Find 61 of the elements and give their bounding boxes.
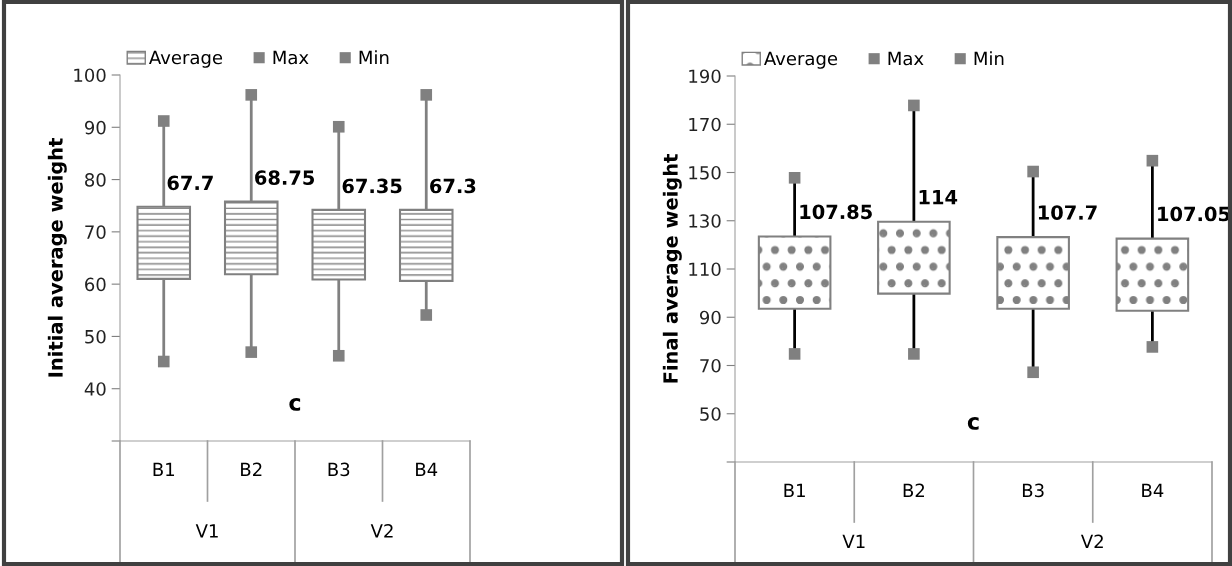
y-tick-label: 90 bbox=[699, 310, 721, 325]
y-tick-label: 70 bbox=[700, 358, 721, 373]
y-tick-label: 80 bbox=[85, 173, 106, 187]
point bbox=[1146, 341, 1159, 353]
text: 107.7 bbox=[1038, 205, 1097, 220]
point bbox=[332, 349, 345, 362]
y-tick-label: 110 bbox=[689, 262, 721, 277]
x-tick-label: B4 bbox=[416, 462, 438, 476]
annotation: c bbox=[967, 417, 979, 430]
point bbox=[245, 89, 258, 101]
text: 67.3 bbox=[430, 178, 476, 194]
text: V1 bbox=[842, 534, 865, 548]
point bbox=[1146, 154, 1159, 167]
legend-label: Average bbox=[149, 50, 223, 68]
text: V1 bbox=[195, 524, 218, 538]
y-tick-label: 70 bbox=[85, 225, 106, 239]
point bbox=[1027, 165, 1039, 178]
legend-label: Min bbox=[359, 50, 389, 65]
point bbox=[908, 99, 920, 112]
point bbox=[788, 172, 801, 184]
x-tick-label: B3 bbox=[328, 462, 350, 477]
legend-label: Max bbox=[888, 51, 924, 66]
legend-label: Min bbox=[974, 51, 1004, 66]
y-tick-label: 60 bbox=[85, 277, 106, 292]
point bbox=[420, 89, 433, 101]
y-tick-label: 190 bbox=[689, 69, 721, 84]
x-tick-label: B4 bbox=[1142, 483, 1164, 497]
text: 68.75 bbox=[255, 170, 315, 185]
point bbox=[788, 348, 801, 360]
text: 107.85 bbox=[800, 204, 872, 220]
annotation: c bbox=[289, 398, 301, 411]
y-tick-label: 100 bbox=[74, 68, 106, 83]
legend-label: Average bbox=[764, 51, 838, 69]
y-tick-label: 130 bbox=[689, 214, 721, 228]
legend-label: Max bbox=[273, 50, 309, 65]
x-tick-label: B2 bbox=[903, 483, 924, 497]
point bbox=[420, 309, 433, 321]
y-tick-label: 50 bbox=[85, 329, 106, 344]
text: 67.7 bbox=[167, 175, 213, 191]
point bbox=[245, 346, 258, 358]
y-axis-title: Initial average weight bbox=[47, 138, 67, 377]
text: V2 bbox=[1080, 534, 1103, 548]
point bbox=[1027, 366, 1039, 379]
text: 67.35 bbox=[342, 178, 402, 194]
y-axis-title: Final average weight bbox=[662, 154, 682, 383]
point bbox=[157, 355, 170, 368]
x-tick-label: B1 bbox=[153, 462, 175, 476]
y-tick-label: 90 bbox=[84, 120, 106, 135]
y-tick-label: 150 bbox=[689, 165, 721, 180]
text: 107.05 bbox=[1158, 206, 1230, 222]
point bbox=[157, 115, 170, 127]
y-tick-label: 40 bbox=[84, 382, 106, 396]
text: 114 bbox=[919, 189, 958, 205]
point bbox=[908, 348, 920, 360]
y-tick-label: 50 bbox=[700, 407, 721, 421]
point bbox=[332, 120, 345, 133]
x-tick-label: B2 bbox=[241, 462, 262, 476]
text: V2 bbox=[370, 524, 393, 538]
x-tick-label: B3 bbox=[1022, 483, 1044, 498]
x-tick-label: B1 bbox=[784, 483, 805, 497]
y-tick-label: 170 bbox=[689, 117, 721, 132]
